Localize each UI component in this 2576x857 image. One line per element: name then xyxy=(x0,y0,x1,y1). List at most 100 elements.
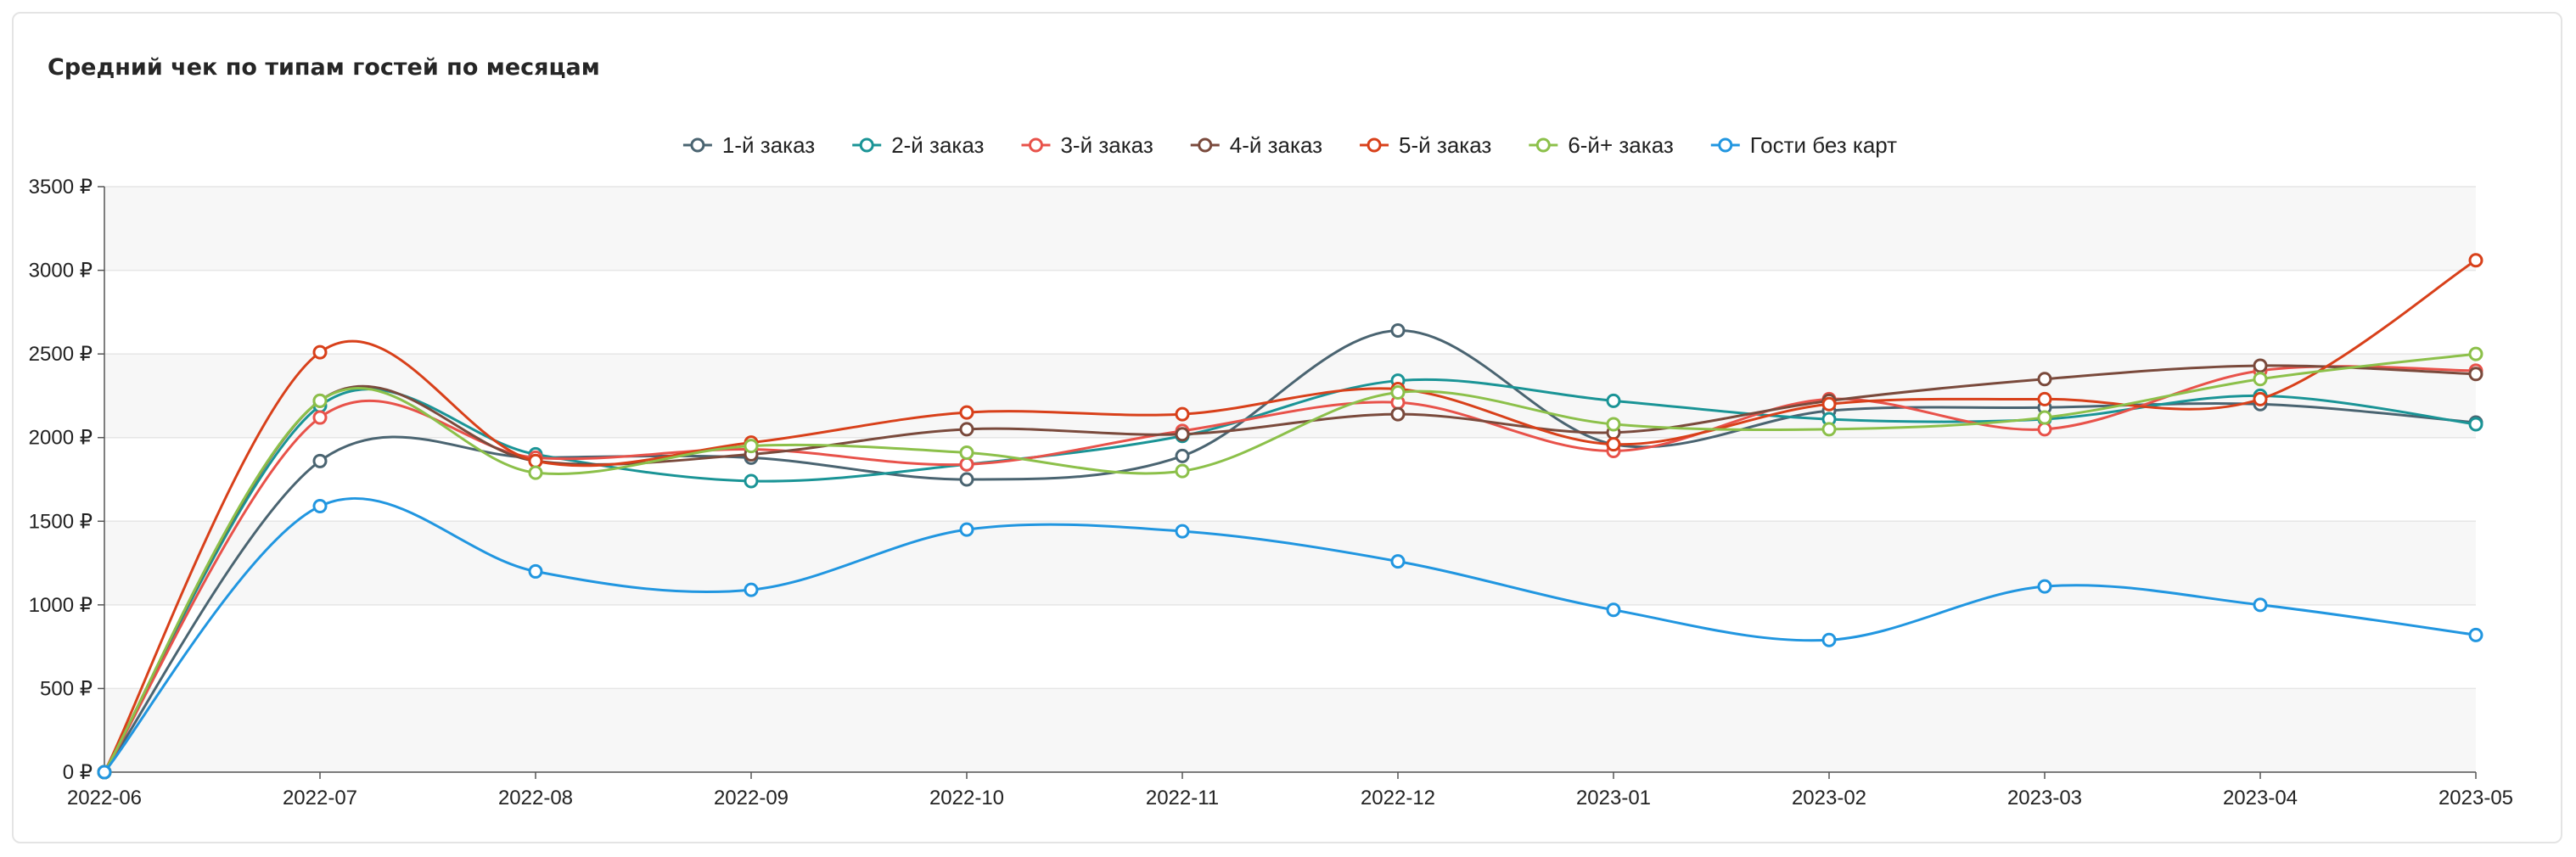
chart-title: Средний чек по типам гостей по месяцам xyxy=(48,54,600,81)
y-tick-label: 3000 ₽ xyxy=(29,260,93,283)
series-line xyxy=(103,496,2477,773)
grid-band xyxy=(104,354,2476,438)
data-point[interactable] xyxy=(959,405,974,420)
legend-label: 6-й+ заказ xyxy=(1568,132,1673,158)
x-tick-label: 2022-11 xyxy=(1146,787,1219,809)
data-point[interactable] xyxy=(312,393,328,408)
data-point[interactable] xyxy=(959,422,974,437)
x-tick-label: 2022-06 xyxy=(67,787,142,809)
legend-marker-point xyxy=(1535,137,1551,153)
legend-item-7[interactable]: Гости без карт xyxy=(1710,132,1897,158)
data-point[interactable] xyxy=(2253,372,2268,387)
data-point[interactable] xyxy=(1175,463,1190,479)
series-lines xyxy=(97,253,2483,780)
x-tick-label: 2022-08 xyxy=(498,787,573,809)
y-tick-label: 2000 ₽ xyxy=(29,427,93,450)
data-point[interactable] xyxy=(2468,253,2483,268)
legend-marker-point xyxy=(1198,137,1213,153)
data-point[interactable] xyxy=(1175,448,1190,463)
data-point[interactable] xyxy=(2037,391,2052,406)
x-tick-label: 2023-01 xyxy=(1576,787,1651,809)
chart-background-bands xyxy=(104,187,2476,772)
data-point[interactable] xyxy=(1821,396,1837,412)
x-tick-label: 2023-05 xyxy=(2439,787,2513,809)
data-point[interactable] xyxy=(528,563,543,579)
data-point[interactable] xyxy=(1606,417,1621,432)
data-point[interactable] xyxy=(1390,554,1406,569)
legend-item-6[interactable]: 6-й+ заказ xyxy=(1529,132,1674,158)
x-tick-label: 2023-03 xyxy=(2007,787,2082,809)
data-point[interactable] xyxy=(2037,410,2052,425)
data-point[interactable] xyxy=(1390,323,1406,339)
x-tick-label: 2022-07 xyxy=(283,787,357,809)
legend: 1-й заказ 2-й заказ 3-й заказ 4-й заказ 5-й … xyxy=(682,132,1897,158)
data-point[interactable] xyxy=(2037,579,2052,594)
data-point[interactable] xyxy=(1390,384,1406,400)
data-point[interactable] xyxy=(312,344,328,360)
x-tick-label: 2023-04 xyxy=(2223,787,2298,809)
data-point[interactable] xyxy=(312,453,328,468)
data-point[interactable] xyxy=(1606,437,1621,452)
series-line xyxy=(103,259,2477,773)
data-point[interactable] xyxy=(744,582,759,597)
data-point[interactable] xyxy=(959,445,974,460)
data-point[interactable] xyxy=(1175,427,1190,442)
data-point[interactable] xyxy=(1821,632,1837,647)
data-point[interactable] xyxy=(2468,346,2483,361)
y-tick-label: 500 ₽ xyxy=(40,677,93,700)
series-7 xyxy=(97,496,2483,780)
axes: 0 ₽ 500 ₽ 1000 ₽ 1500 ₽ 2000 ₽ 2500 ₽ 3000 ₽ 35… xyxy=(29,176,2513,809)
legend-marker-point xyxy=(859,137,874,153)
data-point[interactable] xyxy=(2037,422,2052,437)
legend-label: 2-й заказ xyxy=(891,132,984,158)
data-point[interactable] xyxy=(2468,367,2483,382)
legend-marker-point xyxy=(1028,137,1043,153)
data-point[interactable] xyxy=(2253,358,2268,373)
data-point[interactable] xyxy=(2253,391,2268,406)
data-point[interactable] xyxy=(1821,422,1837,437)
data-point[interactable] xyxy=(744,473,759,489)
legend-item-5[interactable]: 5-й заказ xyxy=(1360,132,1491,158)
data-point[interactable] xyxy=(959,522,974,537)
legend-label: Гости без карт xyxy=(1750,132,1897,158)
legend-item-2[interactable]: 2-й заказ xyxy=(852,132,984,158)
y-tick-label: 3500 ₽ xyxy=(29,176,93,199)
y-tick-label: 1500 ₽ xyxy=(29,510,93,533)
data-point[interactable] xyxy=(2253,597,2268,613)
legend-item-1[interactable]: 1-й заказ xyxy=(682,132,815,158)
legend-label: 5-й заказ xyxy=(1399,132,1491,158)
grid-band xyxy=(104,604,2476,689)
data-point[interactable] xyxy=(528,465,543,480)
legend-marker-point xyxy=(690,137,705,153)
data-point[interactable] xyxy=(1606,602,1621,618)
legend-item-4[interactable]: 4-й заказ xyxy=(1190,132,1322,158)
data-point[interactable] xyxy=(2468,417,2483,432)
data-point[interactable] xyxy=(312,410,328,425)
legend-label: 4-й заказ xyxy=(1230,132,1322,158)
x-tick-label: 2022-09 xyxy=(714,787,789,809)
data-point[interactable] xyxy=(97,765,112,780)
y-tick-label: 0 ₽ xyxy=(63,761,93,784)
data-point[interactable] xyxy=(1175,524,1190,539)
data-point[interactable] xyxy=(2037,372,2052,387)
y-tick-label: 2500 ₽ xyxy=(29,343,93,366)
data-point[interactable] xyxy=(959,457,974,472)
grid-band xyxy=(104,688,2476,772)
grid-lines xyxy=(104,186,2476,773)
data-point[interactable] xyxy=(312,499,328,514)
data-point[interactable] xyxy=(1606,393,1621,408)
x-tick-label: 2022-10 xyxy=(929,787,1004,809)
data-point[interactable] xyxy=(744,439,759,454)
legend-marker-point xyxy=(1718,137,1733,153)
data-point[interactable] xyxy=(959,472,974,487)
data-point[interactable] xyxy=(528,453,543,468)
data-point[interactable] xyxy=(2468,627,2483,642)
data-point[interactable] xyxy=(1390,406,1406,422)
data-point[interactable] xyxy=(1175,406,1190,422)
x-tick-label: 2022-12 xyxy=(1361,787,1435,809)
y-tick-label: 1000 ₽ xyxy=(29,594,93,617)
grid-band xyxy=(104,521,2476,605)
legend-item-3[interactable]: 3-й заказ xyxy=(1021,132,1153,158)
series-6 xyxy=(97,346,2483,780)
